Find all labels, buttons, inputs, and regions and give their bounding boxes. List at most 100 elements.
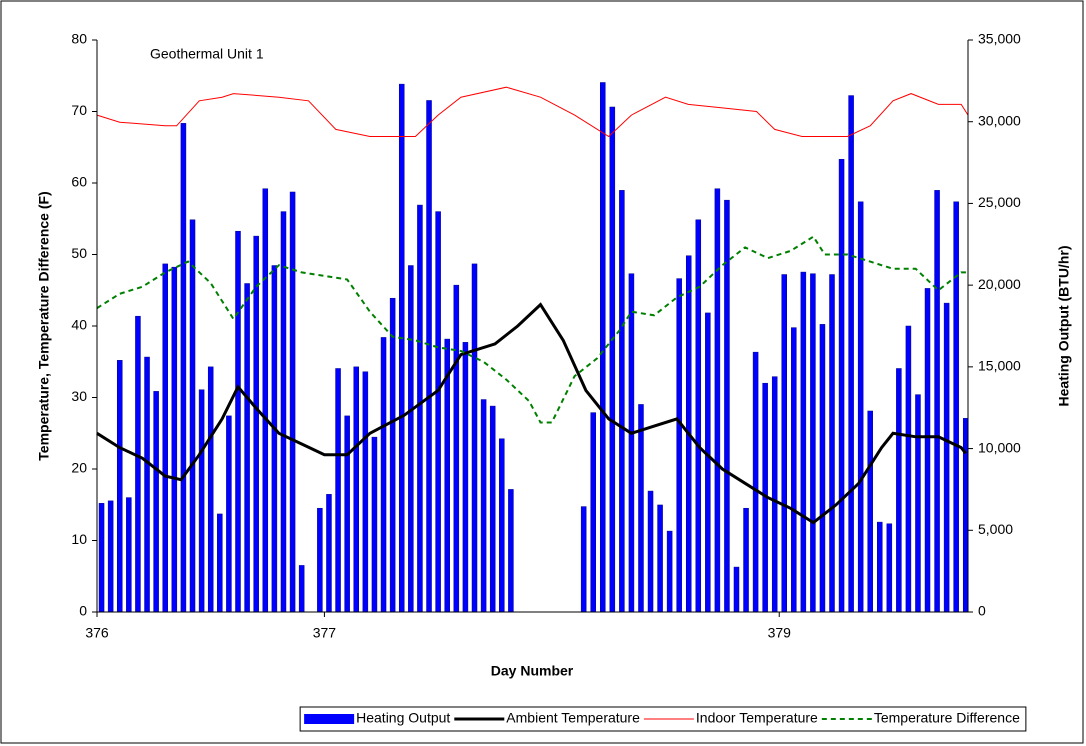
legend-swatch: [304, 714, 355, 724]
bar: [144, 356, 150, 613]
bar: [915, 394, 921, 613]
bar: [867, 410, 873, 613]
bar: [676, 278, 682, 613]
y-tick-label: 10: [71, 531, 87, 547]
bar: [344, 415, 350, 613]
y-tick-label: 80: [71, 31, 87, 47]
bar: [162, 263, 168, 613]
y2-tick-label: 20,000: [978, 276, 1021, 292]
y-tick-label: 70: [71, 102, 87, 118]
x-tick-label: 379: [768, 625, 792, 641]
bar: [289, 191, 296, 613]
bar: [462, 342, 469, 613]
x-tick-label: 376: [85, 625, 109, 641]
bar: [733, 566, 740, 613]
bar: [480, 399, 487, 613]
bar: [335, 368, 341, 613]
bar: [714, 188, 721, 613]
bar: [800, 271, 807, 613]
y2-tick-label: 5,000: [978, 521, 1013, 537]
bar: [235, 230, 241, 613]
bar: [857, 201, 864, 613]
y2-tick-label: 35,000: [978, 31, 1021, 47]
bar: [924, 288, 931, 613]
bar: [408, 265, 414, 613]
bar: [962, 418, 969, 613]
y-tick-label: 20: [71, 460, 87, 476]
bar: [619, 190, 625, 613]
bar: [189, 219, 196, 613]
bar: [389, 297, 396, 613]
bar: [657, 504, 663, 613]
bar: [380, 337, 387, 613]
y-tick-label: 40: [71, 317, 87, 333]
bar: [207, 366, 214, 613]
bar: [609, 106, 616, 613]
bar: [743, 507, 749, 613]
bar: [905, 325, 912, 613]
bar: [317, 507, 323, 613]
y-tick-label: 60: [71, 174, 87, 190]
bar: [628, 273, 635, 613]
bar: [326, 494, 332, 613]
bar: [371, 436, 378, 613]
y2-tick-label: 15,000: [978, 358, 1021, 374]
line: [96, 86, 969, 138]
bar: [877, 521, 883, 613]
legend-label: Ambient Temperature: [506, 710, 640, 726]
bar: [953, 201, 959, 613]
bar: [244, 283, 250, 613]
y2-tick-label: 10,000: [978, 439, 1021, 455]
bar: [98, 503, 105, 613]
bar: [453, 284, 460, 613]
y-tick-label: 0: [79, 603, 87, 619]
bar: [810, 273, 816, 613]
bar: [171, 266, 178, 613]
bar: [638, 404, 644, 613]
legend-label: Temperature Difference: [874, 710, 1020, 726]
bar: [705, 312, 711, 613]
bar: [398, 83, 405, 613]
bar: [280, 211, 287, 613]
bar: [666, 530, 673, 613]
bar: [126, 497, 132, 613]
bar: [298, 565, 305, 613]
y-tick-label: 50: [71, 245, 87, 261]
bar: [781, 274, 787, 613]
bar: [580, 506, 587, 613]
bar: [829, 274, 835, 613]
y-tick-label: 30: [71, 388, 87, 404]
bar: [271, 265, 278, 613]
bar: [838, 159, 845, 613]
bar: [896, 368, 902, 613]
line: [96, 302, 967, 525]
x-tick-label: 377: [313, 625, 337, 641]
bar: [943, 302, 950, 613]
bar: [135, 315, 141, 613]
bar: [771, 376, 778, 613]
bar: [848, 95, 854, 613]
y-axis-title: Temperature, Temperature Difference (F): [36, 191, 52, 460]
legend-label: Heating Output: [356, 710, 450, 726]
bar: [353, 366, 360, 613]
y2-tick-label: 25,000: [978, 194, 1021, 210]
bar: [226, 415, 232, 613]
bar: [417, 204, 423, 613]
bar: [590, 412, 596, 613]
y2-axis-title: Heating Output (BTU/hr): [1056, 246, 1072, 407]
bar: [934, 190, 940, 613]
bar: [489, 405, 496, 613]
bar: [262, 188, 269, 613]
bar: [499, 438, 505, 613]
bar: [153, 391, 159, 613]
legend-label: Indoor Temperature: [696, 710, 818, 726]
bar: [198, 389, 205, 613]
bar: [647, 490, 654, 613]
bar: [791, 327, 797, 613]
bar: [116, 360, 123, 613]
bar: [752, 351, 759, 613]
bar: [107, 500, 114, 613]
bar: [180, 123, 187, 613]
bar: [362, 371, 369, 613]
